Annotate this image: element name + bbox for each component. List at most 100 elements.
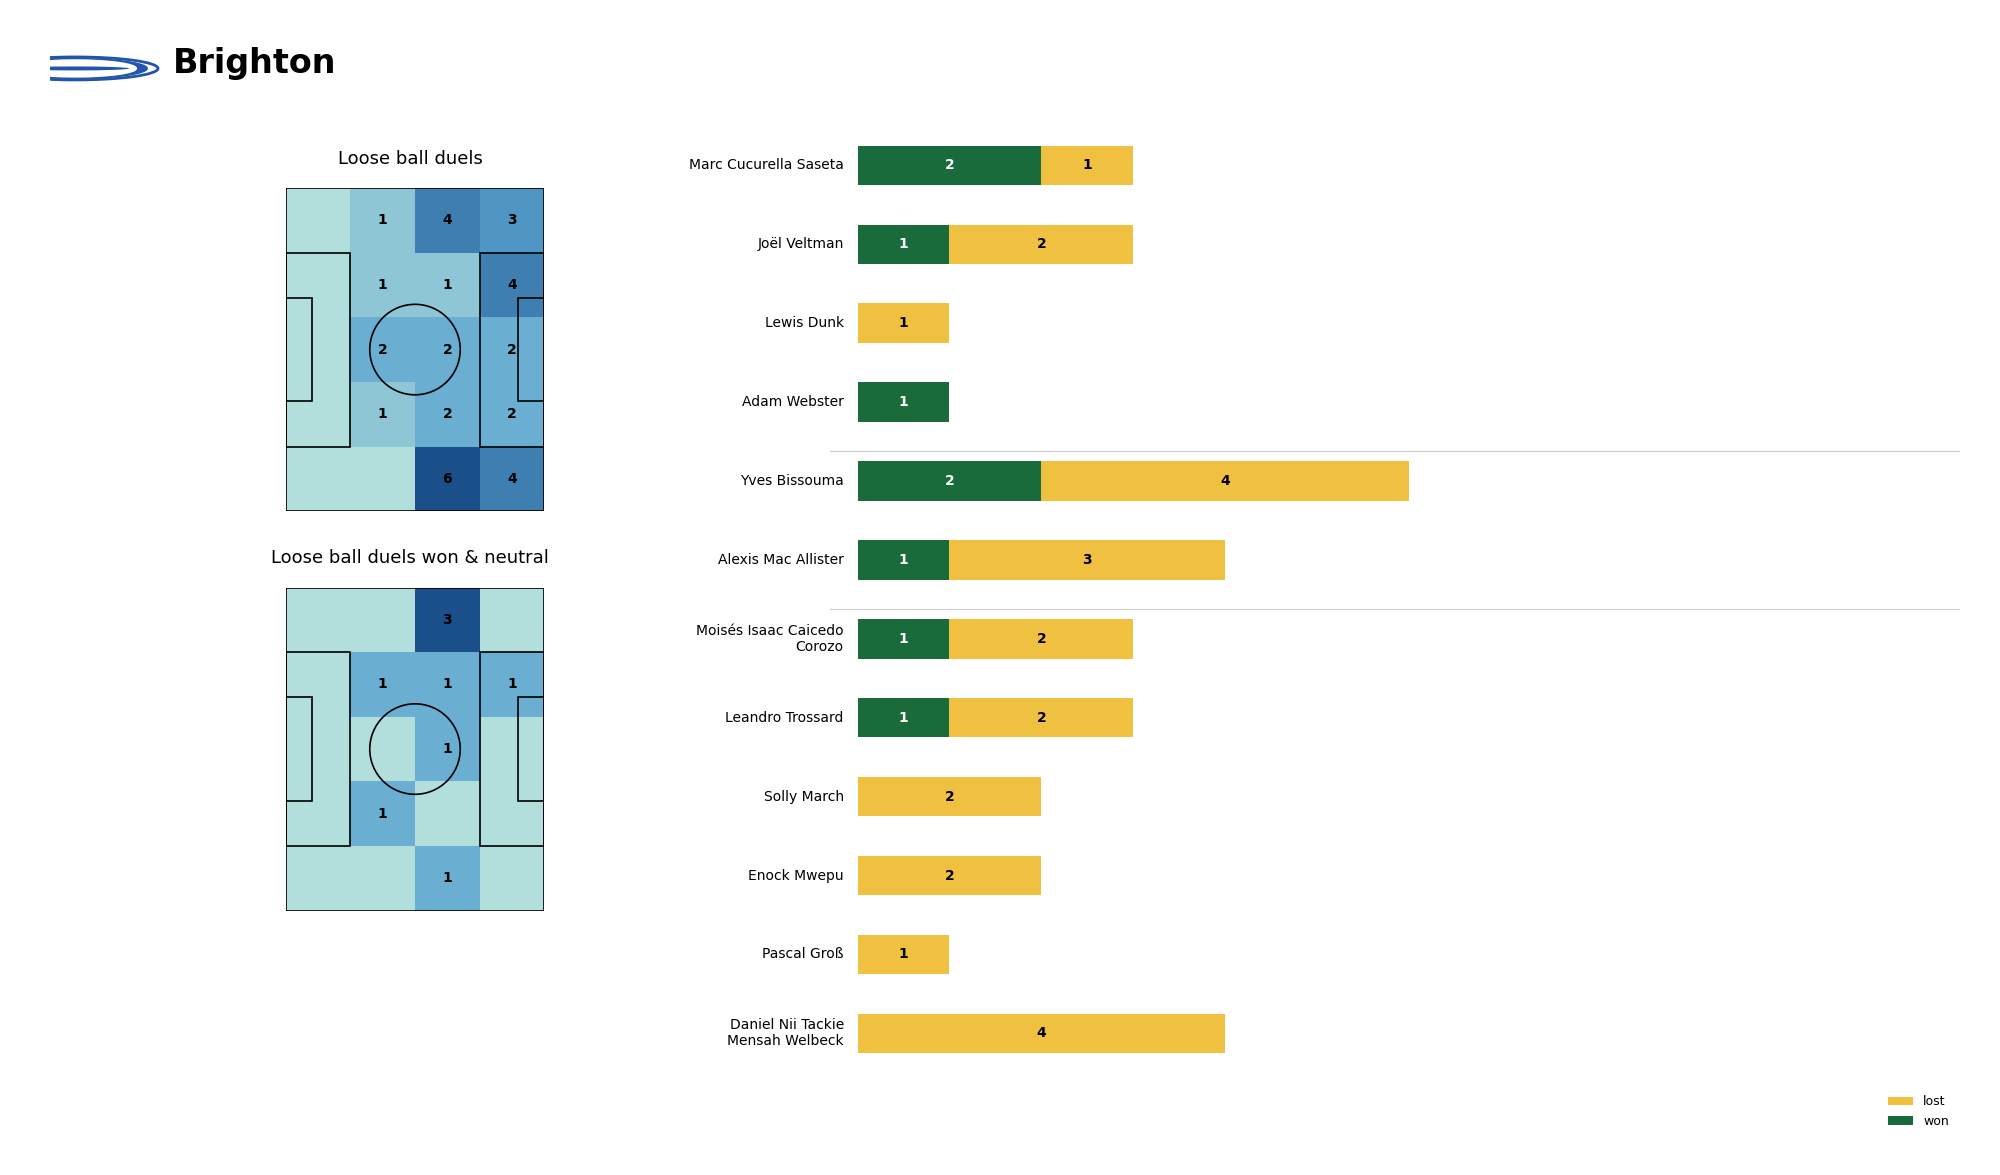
Bar (480, 652, 544, 846)
Bar (416, 382, 480, 446)
Text: Loose ball duels won & neutral: Loose ball duels won & neutral (272, 549, 548, 568)
Text: Yves Bissouma: Yves Bissouma (740, 474, 844, 488)
Bar (858, 224, 950, 264)
Text: 2: 2 (944, 474, 954, 488)
Bar (350, 652, 416, 717)
Bar (286, 253, 350, 446)
Text: 1: 1 (898, 395, 908, 409)
Text: Alexis Mac Allister: Alexis Mac Allister (718, 553, 844, 566)
Bar (858, 855, 1042, 895)
Text: 2: 2 (1036, 632, 1046, 646)
Bar (480, 781, 544, 846)
Text: Solly March: Solly March (764, 790, 844, 804)
Text: 1: 1 (898, 237, 908, 251)
Bar (350, 588, 416, 652)
Bar (480, 188, 544, 253)
Bar (350, 717, 416, 781)
Bar (416, 717, 480, 781)
Text: Leandro Trossard: Leandro Trossard (726, 711, 844, 725)
Text: 1: 1 (442, 678, 452, 691)
Bar (416, 253, 480, 317)
Text: Adam Webster: Adam Webster (742, 395, 844, 409)
Bar (286, 652, 350, 846)
Bar (1042, 146, 1134, 186)
Bar (286, 446, 350, 511)
Bar (480, 317, 544, 382)
Text: 1: 1 (378, 214, 388, 227)
Bar (480, 253, 544, 317)
Text: 2: 2 (1036, 711, 1046, 725)
Text: 1: 1 (442, 872, 452, 885)
Circle shape (0, 56, 158, 80)
Bar (286, 382, 350, 446)
Bar (480, 652, 544, 717)
Text: Moisés Isaac Caicedo
Corozo: Moisés Isaac Caicedo Corozo (696, 624, 844, 654)
Text: 4: 4 (508, 278, 516, 291)
Bar (350, 317, 416, 382)
Bar (286, 652, 350, 717)
Bar (286, 781, 350, 846)
Bar (518, 698, 544, 801)
Text: 2: 2 (944, 790, 954, 804)
Text: 1: 1 (898, 711, 908, 725)
Text: Marc Cucurella Saseta: Marc Cucurella Saseta (688, 159, 844, 173)
Bar (286, 698, 312, 801)
Text: Joël Veltman: Joël Veltman (758, 237, 844, 251)
Bar (350, 188, 416, 253)
Bar (416, 588, 480, 652)
Text: Lewis Dunk: Lewis Dunk (764, 316, 844, 330)
Bar (518, 298, 544, 402)
Bar (480, 588, 544, 652)
Bar (416, 781, 480, 846)
Text: Pascal Groß: Pascal Groß (762, 947, 844, 961)
Text: 2: 2 (508, 408, 516, 421)
Bar (350, 253, 416, 317)
Bar (286, 298, 312, 402)
Bar (858, 1014, 1226, 1053)
Text: 1: 1 (442, 278, 452, 291)
Bar (416, 317, 480, 382)
Bar (480, 846, 544, 911)
Text: 4: 4 (1036, 1026, 1046, 1040)
Bar (286, 846, 350, 911)
Bar (480, 446, 544, 511)
Text: 1: 1 (442, 743, 452, 756)
Bar (416, 188, 480, 253)
Text: 3: 3 (1082, 553, 1092, 566)
Text: 1: 1 (508, 678, 516, 691)
Text: Enock Mwepu: Enock Mwepu (748, 868, 844, 882)
Text: 4: 4 (1220, 474, 1230, 488)
Text: 1: 1 (378, 408, 388, 421)
Text: 2: 2 (508, 343, 516, 356)
Text: 1: 1 (378, 278, 388, 291)
Bar (286, 188, 350, 253)
Bar (858, 540, 950, 579)
Bar (350, 382, 416, 446)
Text: 4: 4 (442, 214, 452, 227)
Bar (858, 382, 950, 422)
Text: 6: 6 (442, 472, 452, 485)
Bar (858, 777, 1042, 817)
Bar (858, 462, 1042, 501)
Bar (286, 717, 350, 781)
Bar (950, 619, 1134, 658)
Bar (286, 317, 350, 382)
Bar (950, 224, 1134, 264)
Bar (858, 698, 950, 738)
Bar (286, 253, 350, 317)
Bar (858, 146, 1042, 186)
Bar (858, 303, 950, 343)
Bar (416, 446, 480, 511)
Text: 2: 2 (944, 159, 954, 173)
Bar (480, 717, 544, 781)
Text: 2: 2 (378, 343, 388, 356)
Text: 4: 4 (508, 472, 516, 485)
Text: 3: 3 (442, 613, 452, 626)
Bar (1042, 462, 1408, 501)
Bar (480, 382, 544, 446)
Bar (858, 619, 950, 658)
Legend: lost, won: lost, won (1884, 1090, 1954, 1133)
Text: 1: 1 (378, 807, 388, 820)
Bar (858, 934, 950, 974)
Bar (350, 446, 416, 511)
